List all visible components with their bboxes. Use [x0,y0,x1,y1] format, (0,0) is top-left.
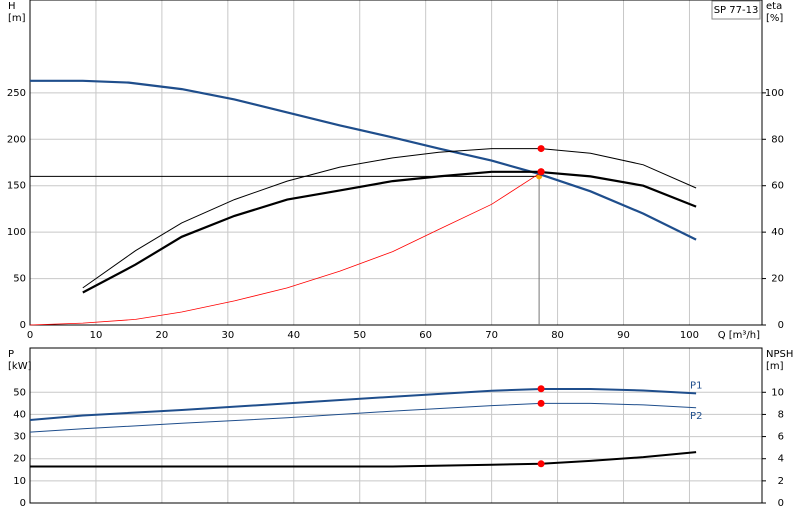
y2-unit: [%] [766,13,783,24]
y2-tick-label: 2 [778,476,784,487]
series-label: P1 [690,380,702,391]
x-tick-label: 40 [287,330,300,341]
y2-tick-label: 80 [771,134,784,145]
x-tick-label: 80 [551,330,564,341]
y2-tick-label: 8 [778,409,784,420]
y2-unit: [m] [766,361,784,372]
plot-frame [29,0,763,326]
y-tick-label: 50 [13,274,26,285]
y2-tick-label: 6 [778,432,784,443]
y-tick-label: 150 [7,181,26,192]
y2-tick-label: 40 [771,227,784,238]
curve [82,170,697,294]
y2-tick-label: 10 [771,387,784,398]
curve [30,79,697,241]
x-tick-label: 60 [419,330,432,341]
y-tick-label: 250 [7,88,26,99]
marker [537,145,545,153]
x-tick-label: 70 [485,330,498,341]
y-tick-label: 0 [20,320,26,331]
marker [537,385,545,393]
x-tick-label: 50 [353,330,366,341]
y-tick-label: 30 [13,432,26,443]
y-tick-label: 200 [7,134,26,145]
y-label: P [8,349,14,360]
y-unit: [m] [8,13,26,24]
y2-label: NPSH [766,349,793,360]
series-label: P2 [690,411,702,422]
x-tick-label: 30 [221,330,234,341]
y-tick-label: 40 [13,409,26,420]
y2-tick-label: 4 [778,454,784,465]
chart-title: SP 77-13 [714,5,759,16]
x-tick-label: 20 [156,330,169,341]
marker [537,168,545,176]
y-tick-label: 0 [20,498,26,509]
marker [537,460,545,468]
y-unit: [kW] [8,361,32,372]
y2-tick-label: 60 [771,181,784,192]
y2-tick-label: 0 [778,320,784,331]
curve [82,148,697,289]
y-tick-label: 100 [7,227,26,238]
y-tick-label: 10 [13,476,26,487]
y-label: H [8,1,16,12]
x-tick-label: 0 [27,330,33,341]
title-box [711,0,761,20]
y2-tick-label: 100 [765,88,784,99]
x-tick-label: 100 [680,330,699,341]
x-tick-label: 10 [90,330,103,341]
curve [29,402,697,433]
curve [30,451,697,468]
y2-tick-label: 0 [778,498,784,509]
x-label: Q [m³/h] [718,330,760,341]
y2-label: eta [766,1,782,12]
curve [29,174,539,326]
plot-frame [29,347,763,504]
marker [537,399,545,407]
y-tick-label: 50 [13,387,26,398]
y-tick-label: 20 [13,454,26,465]
y2-tick-label: 20 [771,274,784,285]
x-tick-label: 90 [617,330,630,341]
curve [29,388,697,421]
